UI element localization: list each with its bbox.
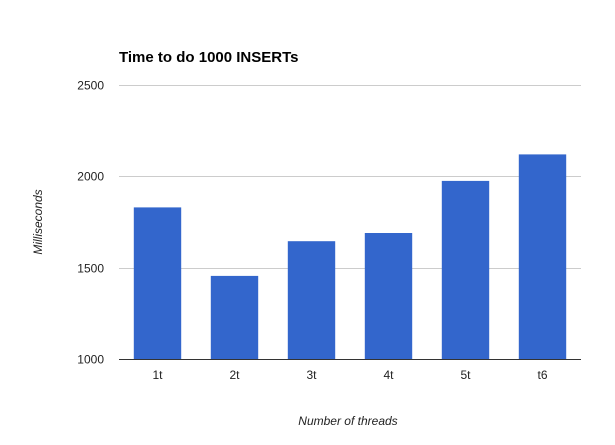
x-tick-label: t6: [537, 368, 547, 382]
y-tick-label: 1500: [77, 262, 104, 276]
bar-t6: [518, 154, 567, 359]
bars: [133, 154, 567, 359]
y-tick-label: 1000: [77, 353, 104, 367]
bar-1t: [133, 207, 182, 359]
x-tick-label: 5t: [460, 368, 471, 382]
gridlines: [119, 85, 581, 269]
x-axis-tick-labels: 1t 2t 3t 4t 5t t6: [152, 368, 547, 382]
x-tick-label: 4t: [383, 368, 394, 382]
x-tick-label: 3t: [306, 368, 317, 382]
x-tick-label: 1t: [152, 368, 163, 382]
y-axis-title: Milliseconds: [31, 189, 45, 254]
y-tick-label: 2500: [77, 79, 104, 93]
y-axis-tick-labels: 1000 1500 2000 2500: [77, 79, 104, 367]
x-tick-label: 2t: [229, 368, 240, 382]
chart-title: Time to do 1000 INSERTs: [119, 49, 299, 66]
bar-2t: [210, 275, 259, 359]
bar-3t: [287, 241, 336, 359]
x-axis-title: Number of threads: [298, 414, 397, 428]
bar-5t: [441, 180, 490, 359]
bar-4t: [364, 233, 413, 359]
y-tick-label: 2000: [77, 170, 104, 184]
